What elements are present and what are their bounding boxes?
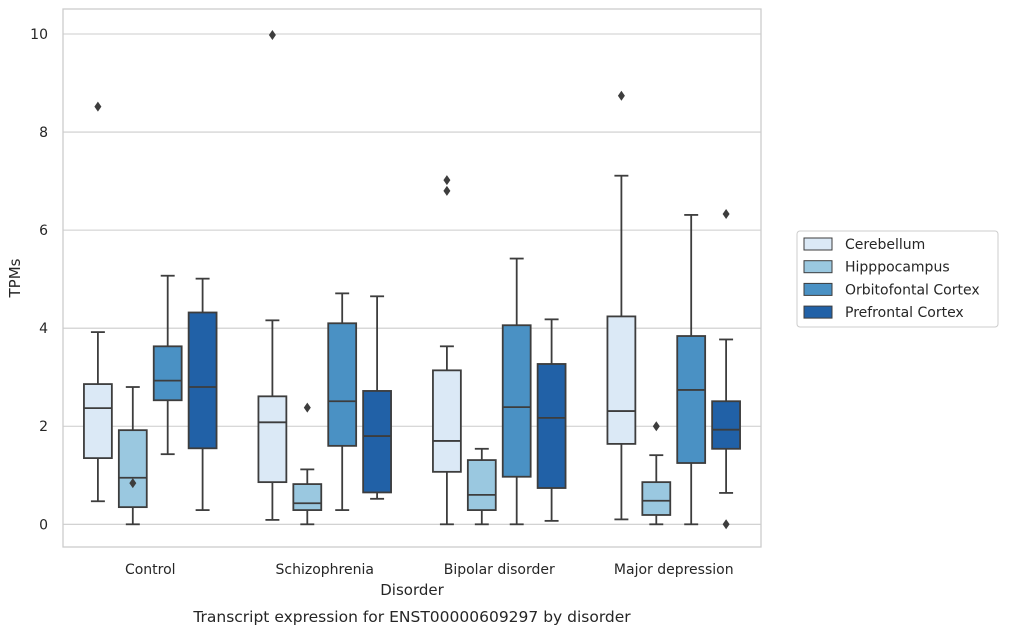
x-tick-labels: Control Schizophrenia Bipolar disorder Majo… bbox=[125, 562, 734, 578]
outlier-point bbox=[617, 90, 625, 101]
outlier-point bbox=[722, 208, 730, 219]
x-tick-label: Bipolar disorder bbox=[444, 562, 555, 578]
y-tick-label: 4 bbox=[39, 321, 48, 337]
box-hipppocampus bbox=[466, 447, 497, 526]
y-axis-label: TPMs bbox=[6, 258, 24, 298]
legend-label: Prefrontal Cortex bbox=[845, 305, 964, 321]
box-cerebellum bbox=[606, 90, 637, 521]
y-tick-label: 6 bbox=[39, 223, 48, 239]
y-tick-labels: 0 2 4 6 8 10 bbox=[30, 27, 48, 533]
box-iqr bbox=[117, 429, 148, 509]
box-iqr bbox=[257, 395, 288, 484]
legend-label: Cerebellum bbox=[845, 237, 925, 253]
box-iqr bbox=[187, 311, 218, 450]
box-prefrontal-cortex bbox=[711, 208, 741, 530]
box-orbitofontal-cortex bbox=[327, 292, 358, 511]
box-iqr bbox=[606, 315, 637, 445]
outlier-point bbox=[268, 29, 276, 40]
legend-swatch bbox=[803, 282, 833, 296]
box-iqr bbox=[711, 400, 741, 450]
outlier-point bbox=[303, 402, 311, 413]
box-iqr bbox=[362, 390, 392, 494]
outlier-point bbox=[94, 101, 102, 112]
outlier-point bbox=[652, 421, 660, 432]
gridlines bbox=[63, 33, 761, 525]
box-iqr bbox=[501, 324, 532, 478]
legend-swatch bbox=[803, 260, 833, 274]
outlier-point bbox=[443, 175, 451, 186]
box-iqr bbox=[83, 383, 113, 460]
box-cerebellum bbox=[257, 29, 288, 521]
x-tick-label: Schizophrenia bbox=[276, 562, 374, 578]
y-tick-label: 10 bbox=[30, 27, 48, 43]
boxes-layer bbox=[83, 29, 741, 530]
legend: Cerebellum Hipppocampus Orbitofontal Corte… bbox=[796, 230, 999, 328]
box-cerebellum bbox=[432, 175, 462, 526]
box-cerebellum bbox=[83, 101, 113, 503]
box-iqr bbox=[641, 481, 672, 516]
box-iqr bbox=[327, 322, 358, 447]
y-tick-label: 8 bbox=[39, 125, 48, 141]
plot-frame bbox=[62, 8, 762, 548]
box-orbitofontal-cortex bbox=[501, 257, 532, 526]
box-orbitofontal-cortex bbox=[152, 274, 183, 456]
box-orbitofontal-cortex bbox=[676, 214, 707, 526]
legend-swatch bbox=[803, 305, 833, 319]
outlier-point bbox=[722, 519, 730, 530]
box-iqr bbox=[152, 345, 183, 402]
outlier-point bbox=[129, 478, 137, 489]
y-tick-label: 0 bbox=[39, 517, 48, 533]
box-iqr bbox=[536, 363, 567, 489]
box-hipppocampus bbox=[117, 386, 148, 526]
legend-label: Hipppocampus bbox=[845, 260, 950, 276]
box-iqr bbox=[292, 483, 323, 511]
x-tick-label: Control bbox=[125, 562, 176, 578]
x-axis-label: Disorder bbox=[380, 581, 444, 599]
box-iqr bbox=[466, 459, 497, 511]
legend-frame bbox=[796, 230, 999, 328]
outlier-point bbox=[443, 185, 451, 196]
box-hipppocampus bbox=[641, 421, 672, 526]
box-iqr bbox=[676, 335, 707, 464]
box-hipppocampus bbox=[292, 402, 323, 526]
box-prefrontal-cortex bbox=[362, 295, 392, 500]
x-tick-label: Major depression bbox=[614, 562, 734, 578]
box-prefrontal-cortex bbox=[187, 277, 218, 511]
chart-caption: Transcript expression for ENST0000060929… bbox=[192, 608, 631, 626]
box-prefrontal-cortex bbox=[536, 318, 567, 522]
legend-label: Orbitofontal Cortex bbox=[845, 282, 980, 298]
y-tick-label: 2 bbox=[39, 419, 48, 435]
legend-swatch bbox=[803, 237, 833, 251]
box-iqr bbox=[432, 369, 462, 473]
